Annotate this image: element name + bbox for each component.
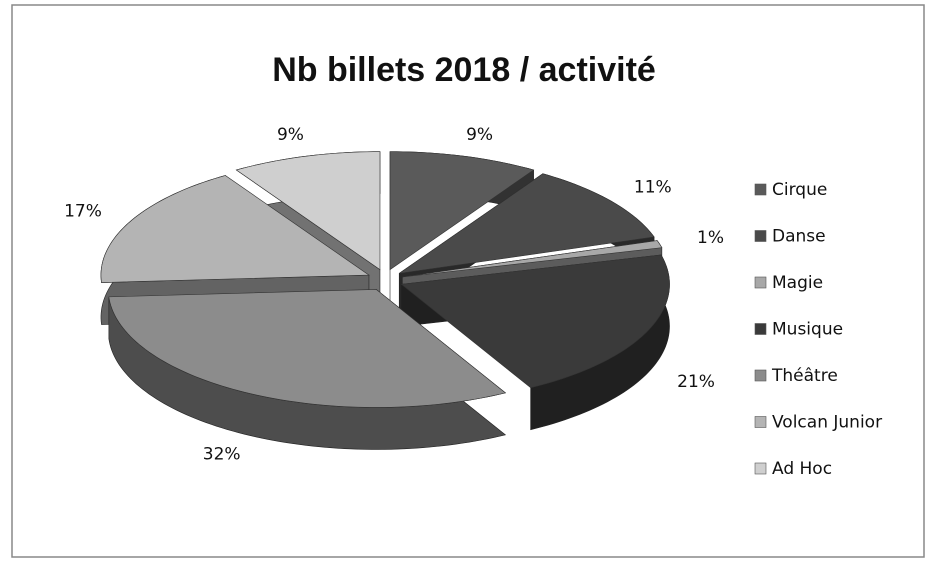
legend-swatch bbox=[754, 323, 767, 335]
legend-label: Danse bbox=[772, 227, 826, 247]
slice bbox=[235, 151, 381, 271]
data-label: 32% bbox=[203, 444, 241, 464]
chart-title: Nb billets 2018 / activité bbox=[272, 51, 656, 89]
legend-label: Volcan Junior bbox=[772, 413, 882, 433]
legend-swatch bbox=[754, 416, 767, 428]
data-label: 11% bbox=[634, 177, 672, 197]
slice bbox=[402, 240, 663, 278]
legend-label: Ad Hoc bbox=[772, 459, 832, 479]
slice bbox=[100, 175, 370, 283]
legend-swatch bbox=[754, 462, 767, 475]
data-label: 17% bbox=[64, 201, 102, 221]
legend-swatch bbox=[754, 183, 767, 196]
legend-label: Magie bbox=[772, 273, 823, 293]
legend-label: Musique bbox=[772, 320, 843, 340]
data-label: 21% bbox=[677, 372, 715, 392]
slice bbox=[108, 289, 507, 408]
slice bbox=[399, 173, 655, 274]
legend-swatch bbox=[754, 369, 767, 382]
slice bbox=[400, 254, 670, 389]
legend-label: Cirque bbox=[772, 180, 827, 200]
data-label: 1% bbox=[697, 228, 724, 248]
slice bbox=[389, 151, 535, 271]
data-label: 9% bbox=[466, 125, 493, 145]
data-label: 9% bbox=[277, 125, 304, 145]
legend-swatch bbox=[754, 276, 767, 289]
legend-label: Théâtre bbox=[771, 366, 838, 386]
legend-swatch bbox=[754, 230, 767, 242]
